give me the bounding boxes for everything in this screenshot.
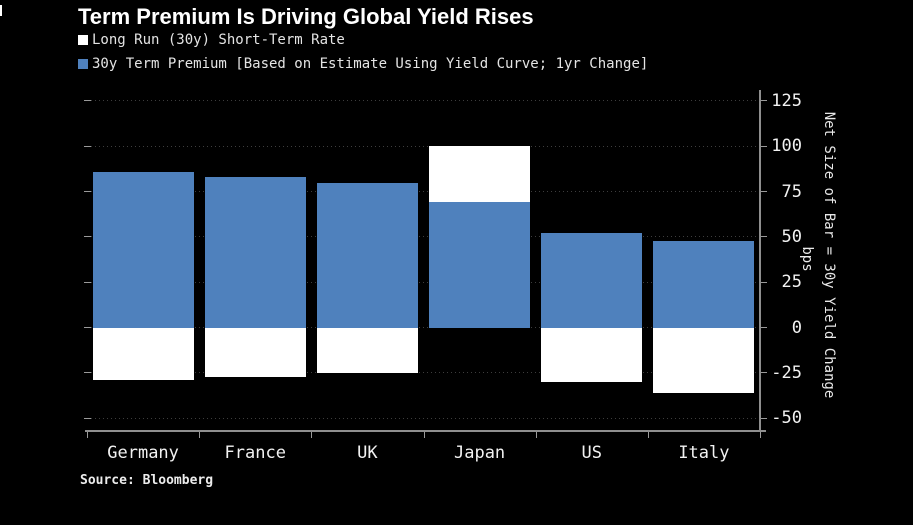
gridline-125 <box>87 100 760 102</box>
x-axis-label-germany: Germany <box>107 443 179 463</box>
legend-item-term-premium: 30y Term Premium [Based on Estimate Usin… <box>78 56 648 72</box>
bar-segment-uk <box>316 182 418 328</box>
x-axis-label-uk: UK <box>357 443 378 463</box>
legend-item-short-term-rate: Long Run (30y) Short-Term Rate <box>78 32 345 48</box>
y-tick-right <box>761 372 767 374</box>
y-tick-left <box>84 145 91 147</box>
y-tick-label: 125 <box>771 90 802 111</box>
x-axis-label-us: US <box>581 443 602 463</box>
y-tick-left <box>84 100 91 102</box>
y-tick-right <box>761 281 767 283</box>
x-tick <box>535 432 537 438</box>
x-axis-label-france: France <box>224 443 286 463</box>
y-tick-label: 0 <box>791 317 802 338</box>
x-axis-line <box>85 430 766 432</box>
x-tick <box>311 432 313 438</box>
y-tick-left <box>84 236 91 238</box>
bar-segment-italy <box>653 240 755 328</box>
y-tick-right <box>761 236 767 238</box>
gridline--50 <box>87 417 760 419</box>
bar-segment-us <box>541 327 643 383</box>
y-tick-right <box>761 417 767 419</box>
y-tick-label: 25 <box>781 272 802 293</box>
x-axis-label-italy: Italy <box>678 443 730 463</box>
y-tick-left <box>84 372 91 374</box>
x-tick <box>87 432 88 438</box>
gridline-75 <box>87 191 760 193</box>
y-axis-line <box>759 90 761 432</box>
gridline-25 <box>87 281 760 283</box>
screen-edge-artifact <box>0 5 2 16</box>
gridline-50 <box>87 236 760 238</box>
y-tick-label: 50 <box>781 226 802 247</box>
y-tick-right <box>761 191 767 193</box>
y-tick-label: -25 <box>771 362 802 383</box>
y-axis-unit-label: bps <box>799 246 815 272</box>
bar-segment-japan <box>429 202 531 328</box>
gridline-0 <box>87 327 760 329</box>
x-tick <box>199 432 201 438</box>
y-tick-left <box>84 191 91 193</box>
y-tick-right <box>761 327 767 329</box>
x-tick <box>760 432 761 438</box>
legend-swatch-white <box>78 35 88 45</box>
bar-segment-france <box>204 327 306 377</box>
bar-segment-germany <box>92 327 194 381</box>
bar-segment-japan <box>429 146 531 203</box>
gridline-100 <box>87 145 760 147</box>
y-tick-right <box>761 100 767 102</box>
x-tick <box>423 432 425 438</box>
y-tick-left <box>84 327 91 329</box>
chart-title: Term Premium Is Driving Global Yield Ris… <box>78 4 534 29</box>
y-tick-label: 75 <box>781 181 802 202</box>
bar-segment-uk <box>316 327 418 373</box>
x-tick <box>647 432 649 438</box>
y-tick-label: 100 <box>771 136 802 157</box>
y-tick-left <box>84 281 91 283</box>
y-tick-left <box>84 417 91 419</box>
y-tick-label: -50 <box>771 408 802 429</box>
source-credit: Source: Bloomberg <box>80 473 214 488</box>
x-axis-label-japan: Japan <box>453 443 506 463</box>
y-axis-title: Net Size of Bar = 30y Yield Change <box>821 111 837 399</box>
legend-label: Long Run (30y) Short-Term Rate <box>92 32 345 48</box>
y-tick-right <box>761 145 767 147</box>
bar-segment-us <box>541 233 643 328</box>
legend-label: 30y Term Premium [Based on Estimate Usin… <box>92 56 649 72</box>
bar-segment-germany <box>92 171 194 328</box>
legend-swatch-blue <box>78 59 88 69</box>
bar-segment-france <box>204 177 306 328</box>
bar-segment-italy <box>653 327 755 393</box>
gridline--25 <box>87 372 760 374</box>
